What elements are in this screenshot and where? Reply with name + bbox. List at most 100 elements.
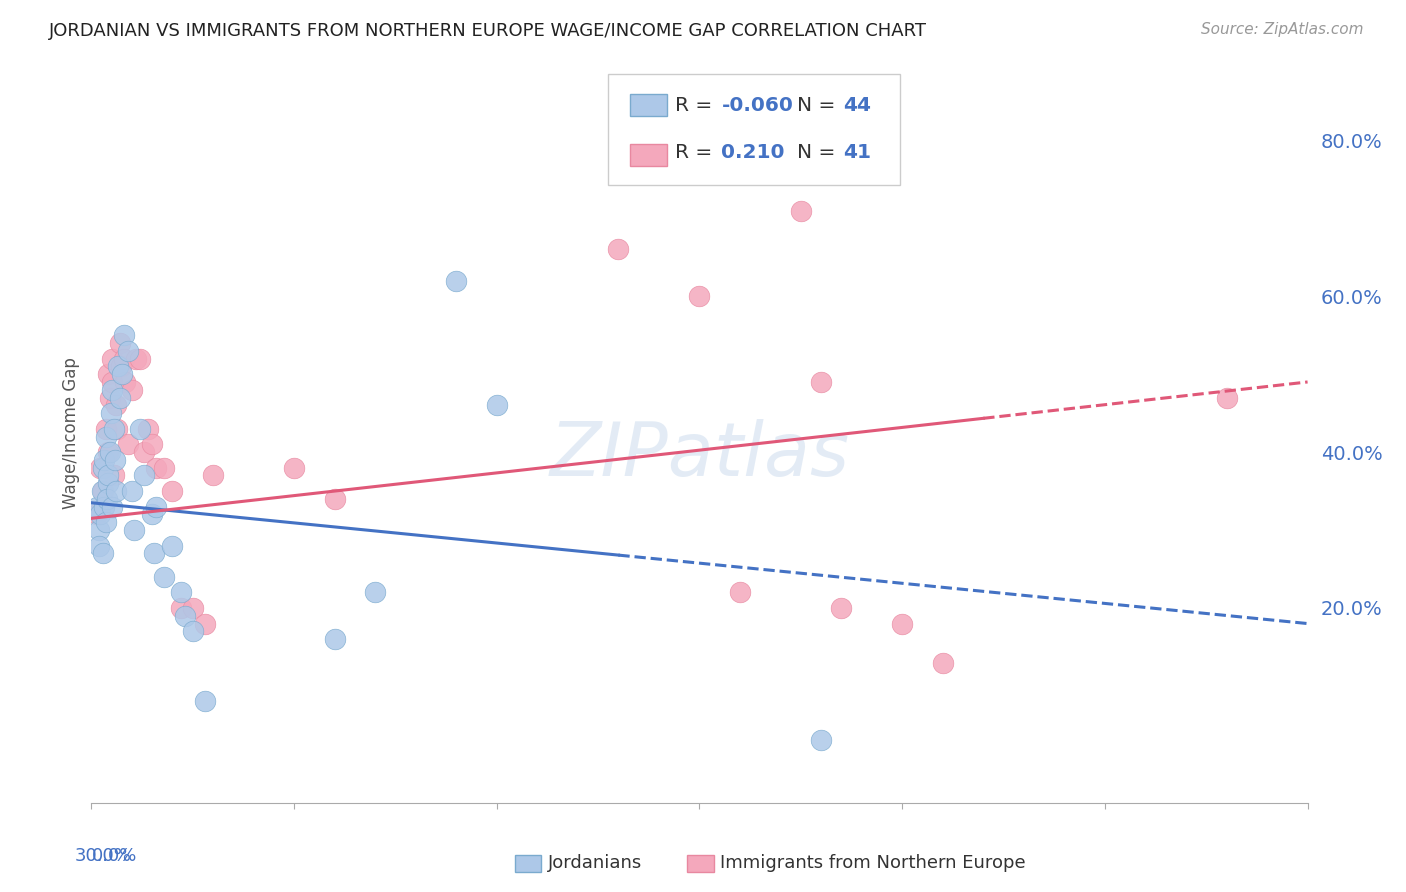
Point: [810, 733, 832, 747]
Text: JORDANIAN VS IMMIGRANTS FROM NORTHERN EUROPE WAGE/INCOME GAP CORRELATION CHART: JORDANIAN VS IMMIGRANTS FROM NORTHERN EU…: [49, 22, 927, 40]
Point: [132, 468, 155, 483]
Point: [1215, 391, 1237, 405]
Point: [194, 694, 217, 708]
Point: [162, 539, 184, 553]
FancyBboxPatch shape: [688, 855, 714, 871]
Point: [181, 601, 204, 615]
Text: 41: 41: [844, 144, 870, 162]
Point: [122, 523, 145, 537]
Point: [145, 460, 167, 475]
Point: [104, 398, 127, 412]
Point: [143, 546, 166, 560]
Y-axis label: Wage/Income Gap: Wage/Income Gap: [62, 357, 80, 508]
Point: [688, 289, 710, 303]
Point: [97, 367, 120, 381]
Point: [86, 500, 108, 514]
Point: [891, 616, 914, 631]
Point: [790, 203, 813, 218]
Point: [202, 468, 225, 483]
Point: [173, 608, 195, 623]
Point: [121, 484, 143, 499]
Point: [104, 453, 127, 467]
Point: [89, 508, 111, 522]
Point: [91, 546, 114, 560]
Point: [112, 351, 135, 366]
FancyBboxPatch shape: [630, 95, 666, 117]
Point: [107, 359, 129, 374]
Point: [444, 274, 467, 288]
Point: [110, 359, 132, 374]
Point: [194, 616, 217, 631]
Point: [91, 484, 114, 499]
Text: -0.060: -0.060: [721, 95, 793, 115]
Text: 44: 44: [844, 95, 870, 115]
Point: [105, 422, 128, 436]
Point: [129, 351, 152, 366]
Point: [93, 500, 115, 514]
Point: [100, 500, 122, 514]
Text: ZIPatlas: ZIPatlas: [550, 419, 849, 491]
Point: [169, 585, 191, 599]
Point: [100, 406, 122, 420]
Point: [96, 491, 118, 506]
Text: R =: R =: [675, 144, 725, 162]
Point: [283, 460, 305, 475]
Point: [114, 375, 136, 389]
Point: [104, 484, 127, 499]
Point: [810, 375, 832, 389]
Point: [94, 422, 117, 436]
FancyBboxPatch shape: [630, 144, 666, 166]
Point: [87, 523, 110, 537]
Point: [97, 445, 120, 459]
Point: [181, 624, 204, 639]
Text: R =: R =: [675, 95, 718, 115]
Point: [111, 367, 134, 381]
Point: [129, 422, 152, 436]
Point: [323, 491, 346, 506]
Point: [94, 429, 117, 443]
Point: [98, 391, 121, 405]
Point: [89, 460, 111, 475]
Point: [91, 460, 114, 475]
Point: [117, 343, 139, 358]
Point: [136, 422, 159, 436]
Point: [103, 468, 125, 483]
FancyBboxPatch shape: [609, 73, 900, 185]
Point: [607, 243, 630, 257]
Point: [89, 539, 111, 553]
Text: 0.210: 0.210: [721, 144, 785, 162]
Point: [103, 422, 125, 436]
Point: [485, 398, 508, 412]
Point: [94, 515, 117, 529]
Text: Jordanians: Jordanians: [547, 854, 641, 871]
Point: [169, 601, 191, 615]
Point: [141, 508, 163, 522]
Point: [112, 328, 135, 343]
Point: [162, 484, 184, 499]
Text: 0.0%: 0.0%: [91, 847, 136, 865]
Point: [117, 437, 139, 451]
Point: [90, 484, 112, 499]
Point: [108, 391, 131, 405]
Point: [93, 453, 115, 467]
Point: [108, 336, 131, 351]
Point: [121, 383, 143, 397]
Text: Immigrants from Northern Europe: Immigrants from Northern Europe: [720, 854, 1026, 871]
Point: [145, 500, 167, 514]
Point: [101, 383, 124, 397]
Point: [100, 351, 122, 366]
Point: [153, 570, 176, 584]
Point: [97, 468, 120, 483]
Point: [125, 351, 148, 366]
Point: [364, 585, 387, 599]
Text: 30.0%: 30.0%: [75, 847, 132, 865]
Point: [86, 508, 108, 522]
Point: [141, 437, 163, 451]
Point: [931, 656, 953, 670]
Text: Source: ZipAtlas.com: Source: ZipAtlas.com: [1201, 22, 1364, 37]
Point: [323, 632, 346, 647]
Text: N =: N =: [797, 95, 842, 115]
Point: [728, 585, 751, 599]
Point: [153, 460, 176, 475]
Point: [97, 476, 120, 491]
